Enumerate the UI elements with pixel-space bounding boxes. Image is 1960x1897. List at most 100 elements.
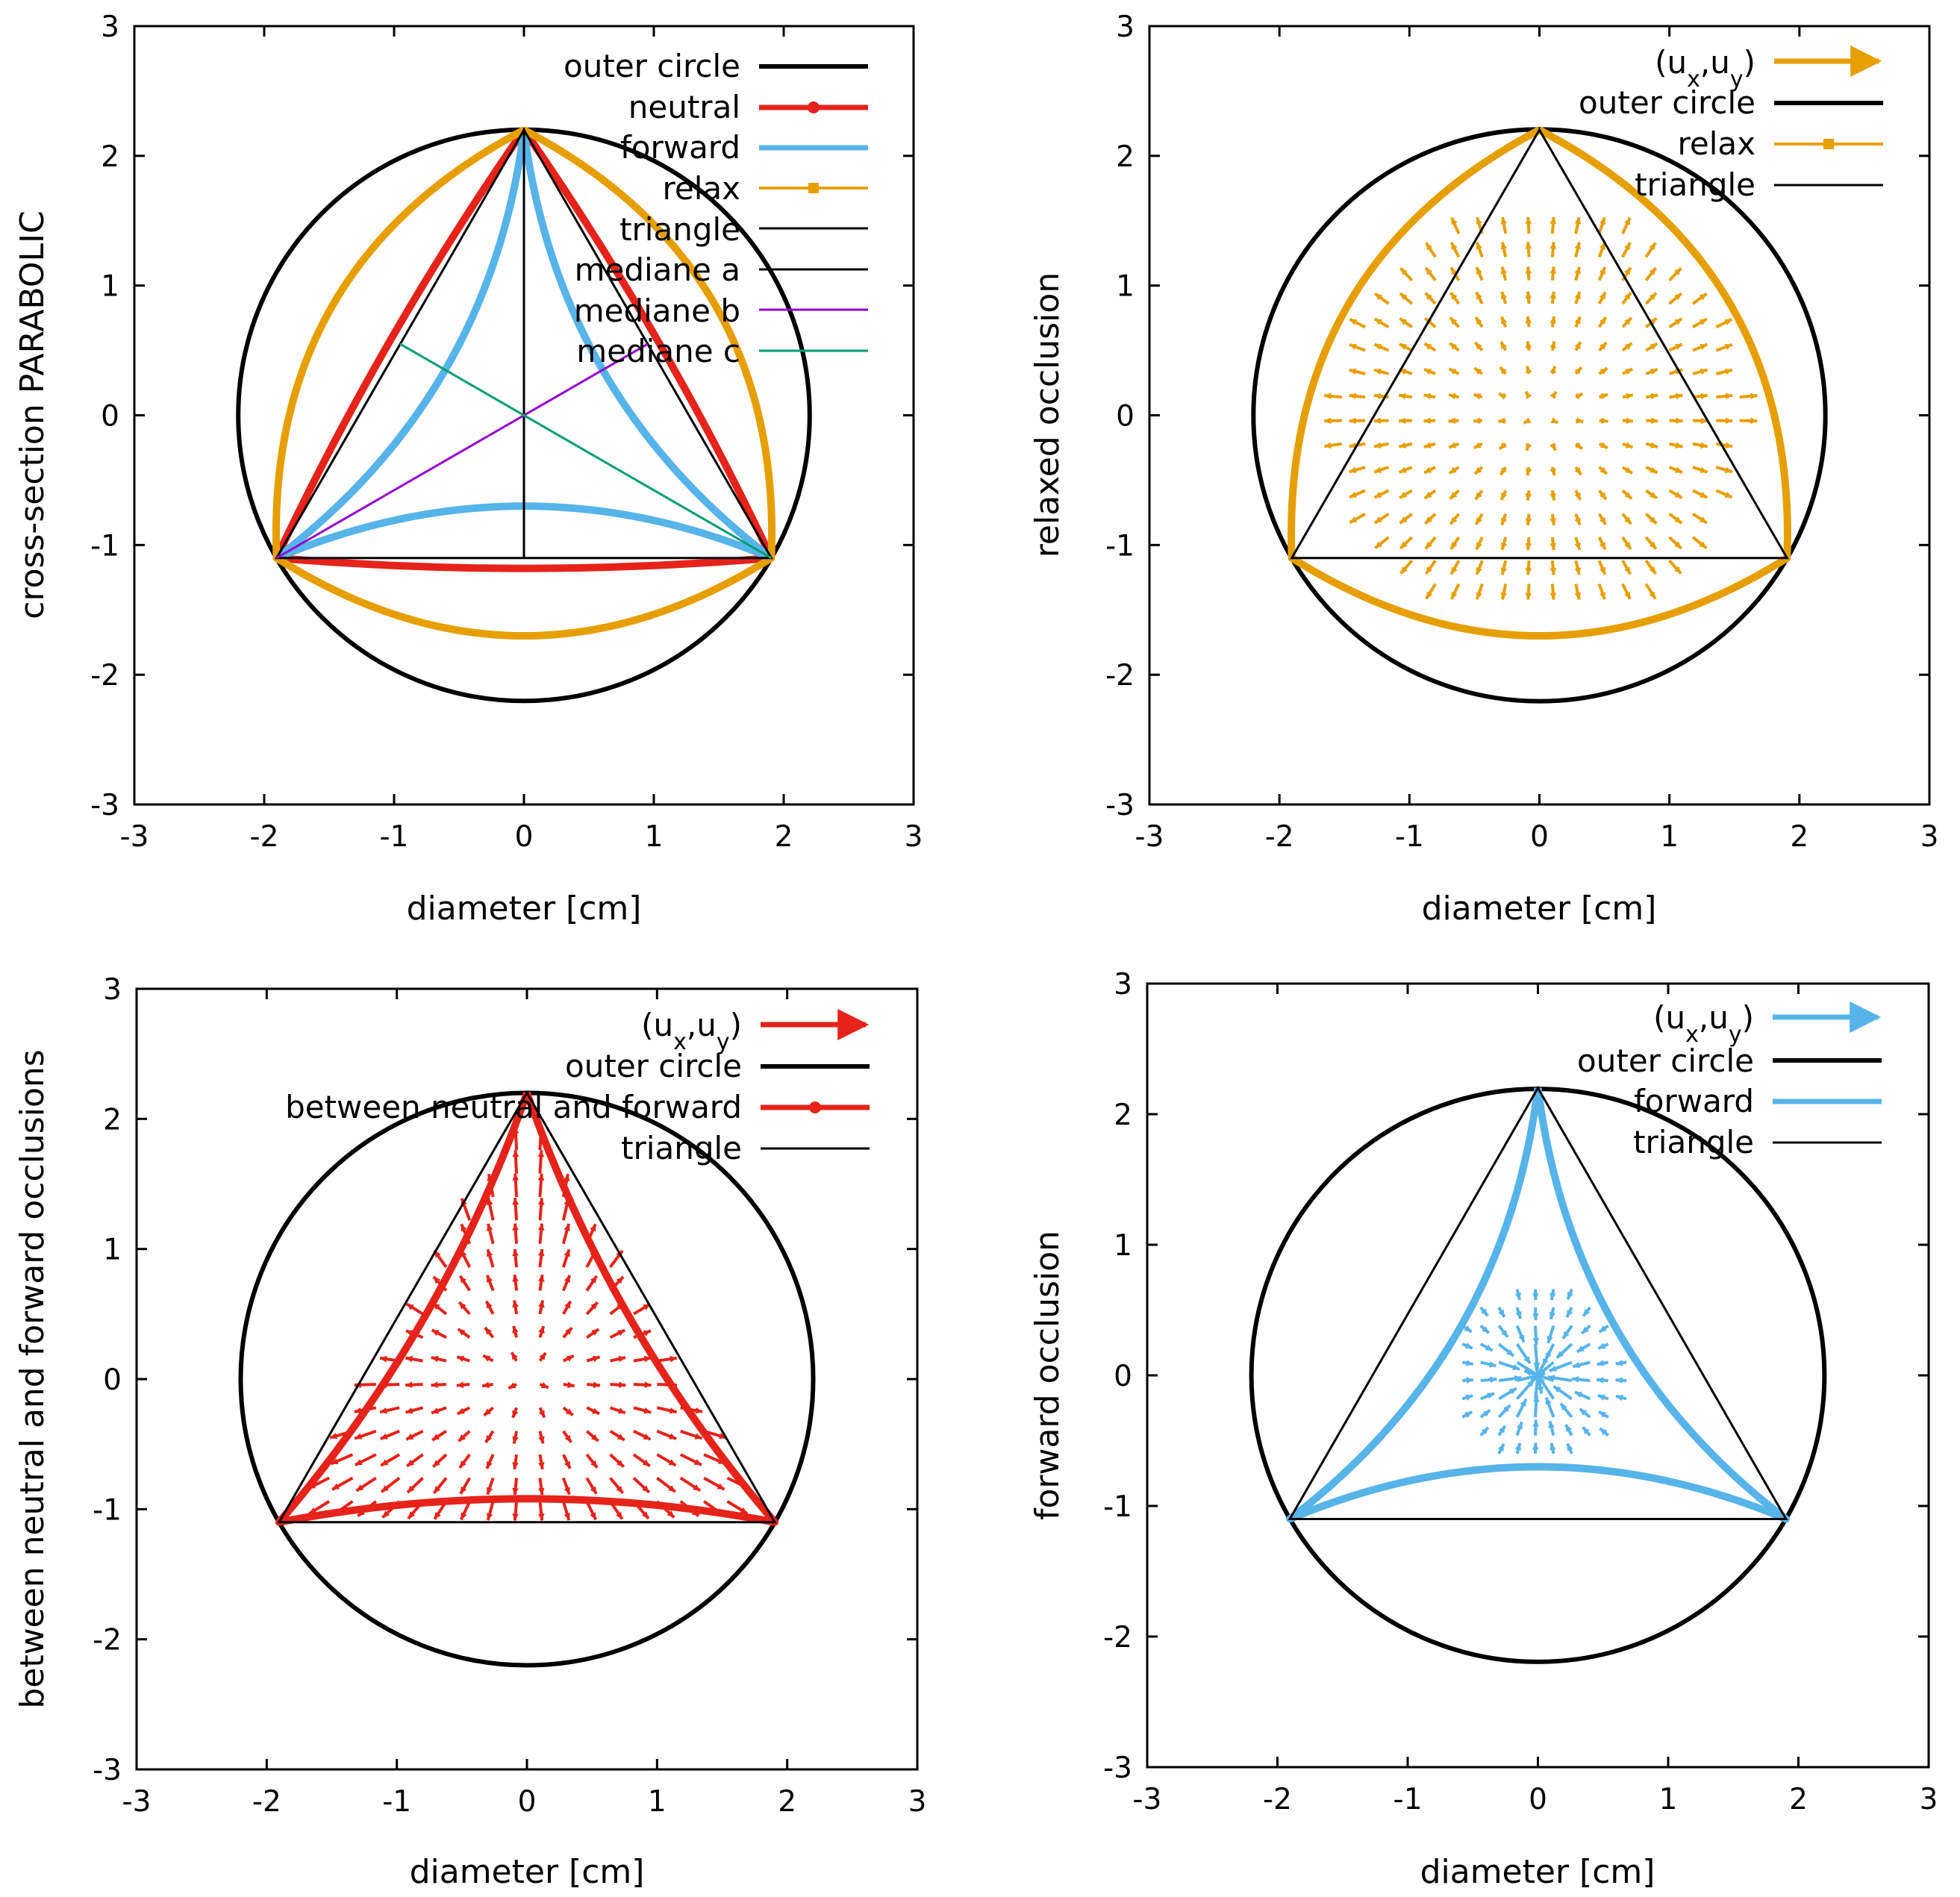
vector-head [1549,391,1557,399]
vector-head [644,1381,652,1389]
vector-head [1700,491,1708,498]
vector-head [1425,516,1432,524]
vector-head [1649,293,1657,301]
vector-head [1599,442,1608,449]
vector-arrow [1525,466,1532,476]
vector-head [461,1224,467,1232]
vector-head [484,1408,492,1416]
vector-head [1599,368,1608,375]
vector-head [1724,319,1732,325]
vector-head [1532,1443,1539,1450]
vector-arrow [679,1476,702,1493]
x-tick-label: -2 [1263,1783,1292,1816]
vector-arrow [1399,559,1414,575]
vector-head [1473,442,1482,449]
vector-head [1547,1336,1553,1343]
vector-head [1450,516,1458,525]
vector-head [1476,242,1482,250]
vector-head [1525,518,1532,525]
vector-arrow [609,1477,625,1495]
vector-arrow [1549,291,1557,304]
vector-arrow [538,1431,545,1444]
vector-head [593,1381,601,1389]
vector-head [643,1433,651,1440]
vector-arrow [679,1453,702,1466]
vector-head [1675,393,1683,400]
vector-arrow [609,1453,625,1468]
vector-head [566,1355,574,1362]
vector-arrow [1549,340,1556,351]
vector-arrow [609,1406,626,1415]
vector-head [1324,417,1332,425]
vector-head [1500,542,1508,550]
vector-arrow [632,1477,651,1494]
vector-head [1650,466,1658,473]
vector-arrow [458,1275,471,1292]
vector-arrow [1645,442,1658,449]
vector-arrow [354,1453,377,1466]
y-tick-label: -2 [93,1624,122,1657]
vector-head [1575,442,1582,449]
vector-arrow [331,1476,354,1491]
vector-head [1400,541,1408,549]
vector-head [1537,1386,1544,1394]
y-tick-label: -3 [93,1754,122,1787]
vector-arrow [1424,292,1437,305]
vector-arrow [1349,343,1366,352]
series-triangle [277,1090,777,1524]
vector-head [564,1249,570,1257]
vector-head [1497,1443,1504,1451]
vector-head [1506,1348,1514,1356]
vector-arrow [1462,1377,1474,1384]
y-tick-label: 0 [1114,1360,1132,1393]
vector-arrow [1423,393,1436,400]
vector-head [617,1330,625,1337]
vector-head [1601,417,1608,425]
vector-arrow [563,1381,575,1389]
vector-head [1649,566,1656,574]
vector-head [1324,393,1332,400]
vector-arrow [1461,1410,1473,1419]
vector-head [590,1302,598,1310]
vector-head [1481,1427,1488,1435]
vector-arrow [1475,537,1484,551]
vector-arrow [405,1406,424,1414]
x-tick-label: 1 [1660,820,1679,854]
vector-arrow [1497,1425,1507,1437]
vector-head [1448,393,1456,400]
vector-head [1649,318,1657,325]
vector-arrow [1692,442,1708,449]
vector-arrow [1549,1307,1556,1320]
vector-head [1464,1325,1472,1332]
vector-arrow [459,1477,472,1495]
x-axis-label: diameter [cm] [407,890,642,928]
vector-head [1349,368,1357,375]
vector-head [590,1512,596,1520]
vector-arrow [1497,1404,1511,1419]
vector-arrow [1575,392,1584,400]
vector-arrow [1547,1375,1573,1382]
x-tick-label: 2 [1790,820,1808,854]
y-tick-label: 0 [101,400,119,434]
vector-arrow [587,1381,601,1389]
vector-arrow [1597,1343,1609,1350]
panel-forward-occlusion: -3 -2 -1 0 1 2 3 -3 -2 -1 0 1 2 3 diameter [cm] forwa… [1029,968,1938,1891]
legend-label-velocity: (ux,uy) [1655,44,1755,93]
vector-head [405,1381,413,1389]
vector-arrow [1425,583,1437,600]
vector-arrow [1596,1377,1608,1384]
x-tick-label: 0 [515,820,534,854]
legend-label-triangle: triangle [621,1130,742,1166]
vector-arrow [1621,242,1632,258]
vector-arrow [1622,393,1634,400]
vector-arrow [486,1248,495,1268]
vector-head [1426,243,1433,251]
vector-head [537,1150,545,1157]
vector-head [486,1249,493,1257]
vector-head [1349,343,1357,350]
vector-arrow [1622,442,1634,449]
vector-arrow [485,1454,495,1469]
vector-head [1473,417,1481,425]
vector-head [670,1355,677,1363]
vector-arrow [1550,417,1559,425]
